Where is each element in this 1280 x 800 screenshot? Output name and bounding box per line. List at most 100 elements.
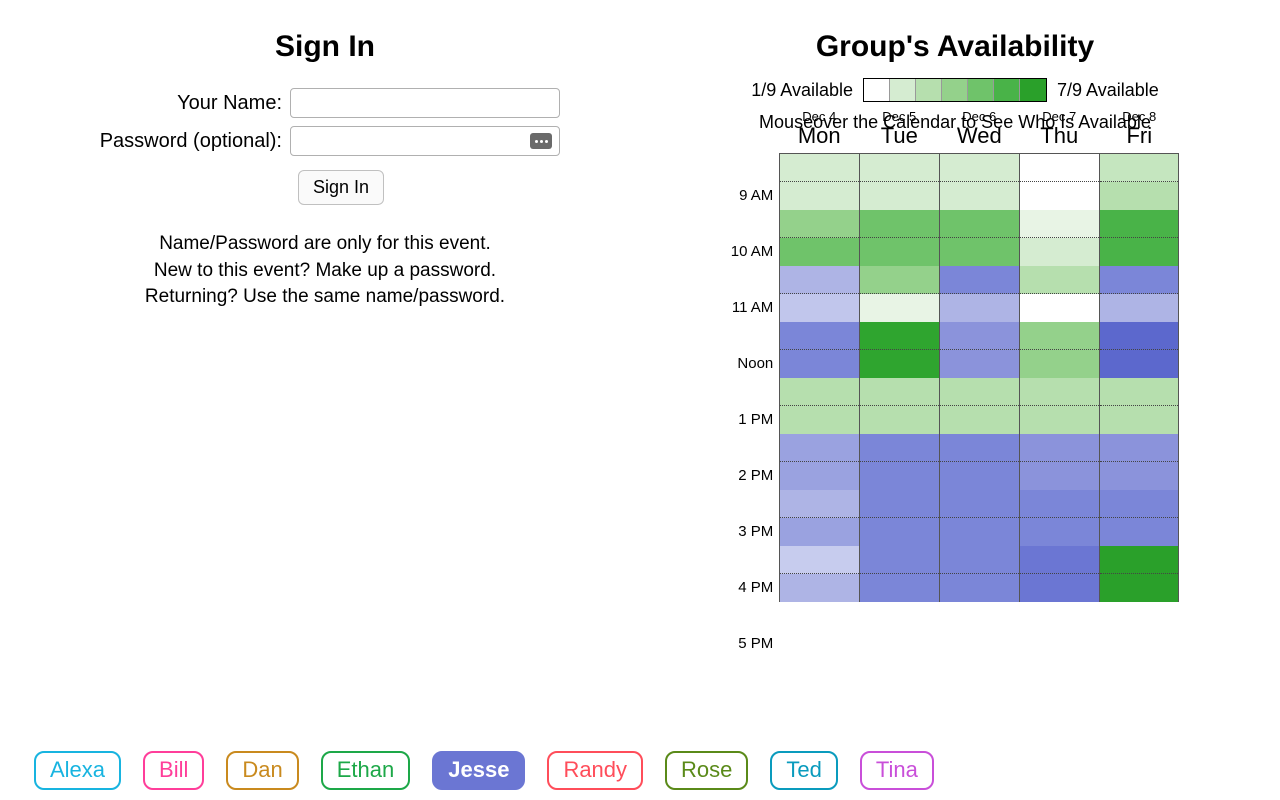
- calendar-cell[interactable]: [1099, 490, 1179, 546]
- half-hour-slot[interactable]: [1100, 546, 1178, 574]
- half-hour-slot[interactable]: [1020, 350, 1099, 378]
- calendar-cell[interactable]: [1099, 434, 1179, 490]
- half-hour-slot[interactable]: [860, 322, 939, 350]
- half-hour-slot[interactable]: [940, 378, 1019, 406]
- calendar-cell[interactable]: [1099, 266, 1179, 322]
- half-hour-slot[interactable]: [940, 210, 1019, 238]
- half-hour-slot[interactable]: [1100, 378, 1178, 406]
- half-hour-slot[interactable]: [940, 294, 1019, 322]
- half-hour-slot[interactable]: [1020, 434, 1099, 462]
- calendar-cell[interactable]: [939, 154, 1019, 210]
- calendar-cell[interactable]: [1099, 210, 1179, 266]
- name-input[interactable]: [290, 88, 560, 118]
- password-input[interactable]: [290, 126, 560, 156]
- calendar-cell[interactable]: [1019, 266, 1099, 322]
- half-hour-slot[interactable]: [940, 574, 1019, 602]
- half-hour-slot[interactable]: [860, 546, 939, 574]
- half-hour-slot[interactable]: [940, 462, 1019, 490]
- half-hour-slot[interactable]: [860, 238, 939, 266]
- half-hour-slot[interactable]: [1020, 574, 1099, 602]
- calendar-cell[interactable]: [859, 546, 939, 602]
- calendar-cell[interactable]: [859, 322, 939, 378]
- half-hour-slot[interactable]: [860, 434, 939, 462]
- calendar-cell[interactable]: [779, 154, 859, 210]
- half-hour-slot[interactable]: [1020, 266, 1099, 294]
- half-hour-slot[interactable]: [1100, 574, 1178, 602]
- half-hour-slot[interactable]: [860, 350, 939, 378]
- half-hour-slot[interactable]: [1100, 266, 1178, 294]
- half-hour-slot[interactable]: [780, 350, 859, 378]
- half-hour-slot[interactable]: [940, 434, 1019, 462]
- half-hour-slot[interactable]: [1020, 378, 1099, 406]
- half-hour-slot[interactable]: [860, 266, 939, 294]
- password-manager-icon[interactable]: [530, 133, 552, 149]
- half-hour-slot[interactable]: [1100, 518, 1178, 546]
- calendar-cell[interactable]: [779, 546, 859, 602]
- calendar-cell[interactable]: [779, 434, 859, 490]
- half-hour-slot[interactable]: [780, 490, 859, 518]
- half-hour-slot[interactable]: [1020, 294, 1099, 322]
- person-chip[interactable]: Alexa: [34, 751, 121, 790]
- half-hour-slot[interactable]: [1100, 210, 1178, 238]
- half-hour-slot[interactable]: [1020, 518, 1099, 546]
- calendar-cell[interactable]: [939, 434, 1019, 490]
- half-hour-slot[interactable]: [1100, 322, 1178, 350]
- half-hour-slot[interactable]: [780, 182, 859, 210]
- half-hour-slot[interactable]: [860, 378, 939, 406]
- half-hour-slot[interactable]: [1020, 182, 1099, 210]
- calendar-cell[interactable]: [1099, 546, 1179, 602]
- calendar-cell[interactable]: [939, 322, 1019, 378]
- calendar-cell[interactable]: [859, 378, 939, 434]
- half-hour-slot[interactable]: [1100, 434, 1178, 462]
- calendar-cell[interactable]: [1019, 322, 1099, 378]
- half-hour-slot[interactable]: [1020, 462, 1099, 490]
- half-hour-slot[interactable]: [780, 154, 859, 182]
- half-hour-slot[interactable]: [1100, 490, 1178, 518]
- person-chip[interactable]: Rose: [665, 751, 748, 790]
- half-hour-slot[interactable]: [780, 266, 859, 294]
- half-hour-slot[interactable]: [860, 462, 939, 490]
- half-hour-slot[interactable]: [1100, 350, 1178, 378]
- person-chip[interactable]: Bill: [143, 751, 204, 790]
- half-hour-slot[interactable]: [860, 574, 939, 602]
- person-chip[interactable]: Jesse: [432, 751, 525, 790]
- half-hour-slot[interactable]: [780, 210, 859, 238]
- half-hour-slot[interactable]: [860, 518, 939, 546]
- signin-button[interactable]: Sign In: [298, 170, 384, 205]
- half-hour-slot[interactable]: [1020, 546, 1099, 574]
- half-hour-slot[interactable]: [860, 154, 939, 182]
- calendar-cell[interactable]: [939, 546, 1019, 602]
- person-chip[interactable]: Tina: [860, 751, 934, 790]
- half-hour-slot[interactable]: [780, 546, 859, 574]
- calendar-cell[interactable]: [1019, 490, 1099, 546]
- person-chip[interactable]: Ted: [770, 751, 837, 790]
- person-chip[interactable]: Dan: [226, 751, 298, 790]
- half-hour-slot[interactable]: [940, 518, 1019, 546]
- calendar-cell[interactable]: [1099, 322, 1179, 378]
- half-hour-slot[interactable]: [940, 182, 1019, 210]
- half-hour-slot[interactable]: [860, 406, 939, 434]
- half-hour-slot[interactable]: [1020, 238, 1099, 266]
- calendar-cell[interactable]: [1019, 210, 1099, 266]
- person-chip[interactable]: Randy: [547, 751, 643, 790]
- calendar-cell[interactable]: [939, 490, 1019, 546]
- calendar-cell[interactable]: [859, 266, 939, 322]
- half-hour-slot[interactable]: [780, 574, 859, 602]
- calendar-cell[interactable]: [939, 210, 1019, 266]
- calendar-cell[interactable]: [779, 378, 859, 434]
- half-hour-slot[interactable]: [860, 182, 939, 210]
- half-hour-slot[interactable]: [1020, 154, 1099, 182]
- half-hour-slot[interactable]: [1020, 322, 1099, 350]
- half-hour-slot[interactable]: [1100, 294, 1178, 322]
- half-hour-slot[interactable]: [780, 294, 859, 322]
- half-hour-slot[interactable]: [1100, 182, 1178, 210]
- half-hour-slot[interactable]: [860, 294, 939, 322]
- half-hour-slot[interactable]: [940, 322, 1019, 350]
- half-hour-slot[interactable]: [780, 434, 859, 462]
- half-hour-slot[interactable]: [940, 406, 1019, 434]
- half-hour-slot[interactable]: [940, 238, 1019, 266]
- half-hour-slot[interactable]: [780, 322, 859, 350]
- half-hour-slot[interactable]: [1020, 210, 1099, 238]
- calendar-cell[interactable]: [939, 378, 1019, 434]
- calendar-cell[interactable]: [779, 210, 859, 266]
